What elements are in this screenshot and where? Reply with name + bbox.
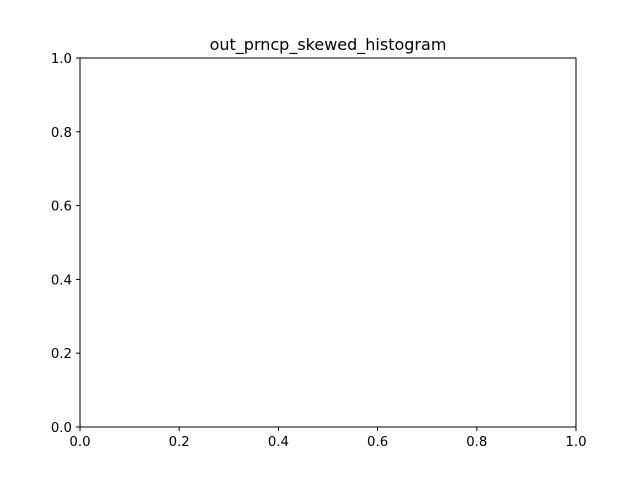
x-axis: 0.0 0.2 0.4 0.6 0.8 1.0 xyxy=(69,427,587,450)
x-tick-label: 0.8 xyxy=(466,435,487,450)
y-tick-label: 0.0 xyxy=(51,421,72,436)
y-tick-label: 0.2 xyxy=(51,347,72,362)
y-tick-label: 0.4 xyxy=(51,273,72,288)
y-tick-label: 0.6 xyxy=(51,200,72,215)
x-tick-label: 1.0 xyxy=(565,435,586,450)
x-tick-label: 0.2 xyxy=(169,435,190,450)
y-tick-label: 1.0 xyxy=(51,52,72,67)
x-tick-label: 0.0 xyxy=(69,435,90,450)
x-tick-label: 0.4 xyxy=(268,435,289,450)
y-axis: 0.0 0.2 0.4 0.6 0.8 1.0 xyxy=(51,52,80,436)
chart-title: out_prncp_skewed_histogram xyxy=(210,35,447,55)
plot-area xyxy=(79,57,577,428)
y-tick-label: 0.8 xyxy=(51,126,72,141)
x-tick-label: 0.6 xyxy=(367,435,388,450)
